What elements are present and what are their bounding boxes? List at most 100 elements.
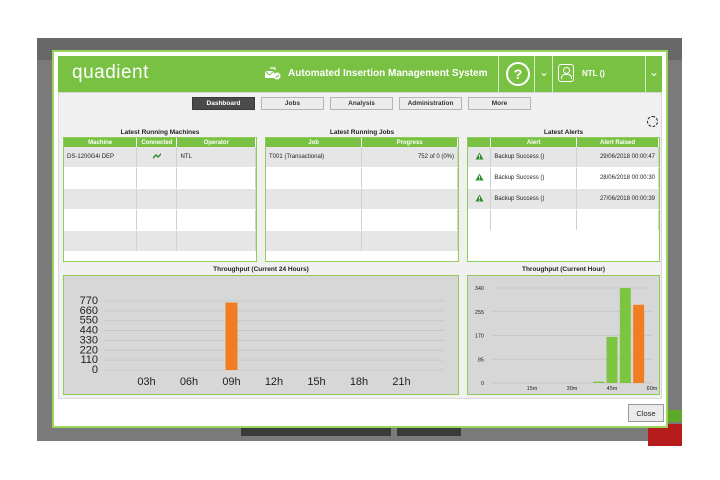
help-button[interactable]: ? [506, 62, 530, 86]
warning-icon [475, 194, 484, 202]
header-divider [552, 56, 553, 92]
app-header: quadient Automated Insertion Management … [58, 56, 662, 92]
empty-cell [176, 167, 256, 189]
tab-analysis[interactable]: Analysis [330, 97, 393, 110]
throughput-bar [593, 381, 605, 383]
job-name: T001 (Transactional) [266, 147, 363, 168]
empty-cell [136, 209, 178, 231]
background-button [327, 426, 391, 436]
background-button [397, 426, 461, 436]
empty-cell [361, 209, 458, 231]
empty-cell [266, 230, 363, 252]
empty-cell [136, 188, 178, 210]
empty-cell [266, 188, 363, 210]
column-header[interactable]: Machine [64, 138, 138, 147]
tab-dashboard[interactable]: Dashboard [192, 97, 255, 110]
empty-cell [136, 230, 178, 252]
quadient-logo: quadient [72, 62, 149, 83]
header-divider [498, 56, 499, 92]
empty-cell [176, 188, 256, 210]
column-header [468, 138, 492, 147]
background-button [648, 424, 682, 446]
y-tick-label: 440 [80, 325, 98, 337]
job-progress: 752 of 0 (0%) [361, 147, 458, 168]
x-tick-label: 30m [567, 386, 578, 392]
chevron-down-icon[interactable]: ⌄ [539, 65, 550, 79]
x-tick-label: 18h [350, 376, 368, 388]
y-tick-label: 0 [92, 364, 98, 376]
alert-raised: 27/06/2018 00:00:39 [576, 188, 659, 210]
close-button[interactable]: Close [628, 404, 664, 422]
insertion-system-icon [264, 67, 281, 80]
connected-cell [136, 147, 178, 168]
column-header[interactable]: Alert Raised [576, 138, 659, 147]
chart-hour-panel: 0 85 170 255 340 15m 30m 45m 60m [467, 275, 660, 395]
column-header[interactable]: Operator [176, 138, 256, 147]
chart-24h-panel: 0 110 220 330 440 550 660 770 03h 06h 09h 12h 15h 18h… [63, 275, 459, 395]
user-badge-icon [558, 64, 574, 82]
alert-text: Backup Success () [490, 147, 578, 168]
alert-text: Backup Success () [490, 188, 578, 210]
operator-name: NTL [176, 147, 256, 168]
x-tick-label: 60m [647, 386, 658, 392]
column-header[interactable]: Job [266, 138, 363, 147]
jobs-table: Job Progress T001 (Transactional) 752 of… [266, 138, 458, 252]
y-tick-label: 340 [475, 286, 484, 292]
dashboard-dialog: quadient Automated Insertion Management … [52, 50, 668, 428]
dashboard-content: Dashboard Jobs Analysis Administration M… [58, 92, 662, 399]
x-tick-label: 03h [137, 376, 155, 388]
tab-more[interactable]: More [468, 97, 531, 110]
header-divider [534, 56, 535, 92]
background-button [241, 426, 327, 436]
column-header[interactable]: Connected [136, 138, 178, 147]
alerts-title: Latest Alerts [543, 129, 584, 136]
empty-cell [266, 209, 363, 231]
empty-cell [176, 209, 256, 231]
table-row[interactable]: T001 (Transactional) 752 of 0 (0%) [266, 147, 458, 168]
y-tick-label: 330 [80, 334, 98, 346]
jobs-panel: Job Progress T001 (Transactional) 752 of… [265, 137, 459, 262]
empty-cell [136, 167, 178, 189]
x-tick-label: 15h [307, 376, 325, 388]
user-name[interactable]: NTL () [582, 69, 605, 78]
alert-icon-cell [468, 188, 492, 210]
empty-cell [64, 209, 138, 231]
y-tick-label: 660 [80, 305, 98, 317]
throughput-bar [619, 288, 631, 383]
chevron-down-icon[interactable]: ⌄ [649, 65, 660, 79]
table-row[interactable]: Backup Success () 29/06/2018 00:00:47 [468, 147, 659, 168]
empty-cell [468, 209, 492, 231]
system-title: Automated Insertion Management System [288, 68, 488, 79]
table-row[interactable]: Backup Success () 27/06/2018 00:00:39 [468, 188, 659, 210]
alert-icon-cell [468, 147, 492, 168]
warning-icon [475, 152, 484, 160]
y-tick-label: 110 [80, 354, 98, 366]
column-header[interactable]: Alert [490, 138, 578, 147]
y-tick-label: 85 [478, 357, 484, 363]
table-row[interactable]: DS-1200G4i DEP NTL [64, 147, 256, 168]
warning-icon [475, 173, 484, 181]
alert-text: Backup Success () [490, 167, 578, 189]
y-tick-label: 255 [475, 310, 484, 316]
chart-24h-title: Throughput (Current 24 Hours) [213, 266, 309, 273]
refresh-spinner-icon[interactable] [647, 116, 658, 127]
empty-cell [361, 188, 458, 210]
table-row[interactable]: Backup Success () 28/06/2018 00:00:30 [468, 167, 659, 189]
x-tick-label: 09h [222, 376, 240, 388]
machines-title: Latest Running Machines [120, 129, 200, 136]
chart-hour: 0 85 170 255 340 15m 30m 45m 60m [475, 286, 658, 392]
alerts-table: Alert Alert Raised Backup Success () 29/… [468, 138, 659, 231]
machines-table: Machine Connected Operator DS-1200G4i DE… [64, 138, 256, 252]
empty-cell [64, 188, 138, 210]
tab-administration[interactable]: Administration [399, 97, 462, 110]
empty-cell [64, 167, 138, 189]
empty-cell [266, 167, 363, 189]
y-tick-label: 220 [80, 344, 98, 356]
alert-icon-cell [468, 167, 492, 189]
tab-jobs[interactable]: Jobs [261, 97, 324, 110]
column-header[interactable]: Progress [361, 138, 458, 147]
x-tick-label: 15m [527, 386, 538, 392]
throughput-bar [225, 302, 238, 370]
y-tick-label: 0 [481, 381, 484, 387]
